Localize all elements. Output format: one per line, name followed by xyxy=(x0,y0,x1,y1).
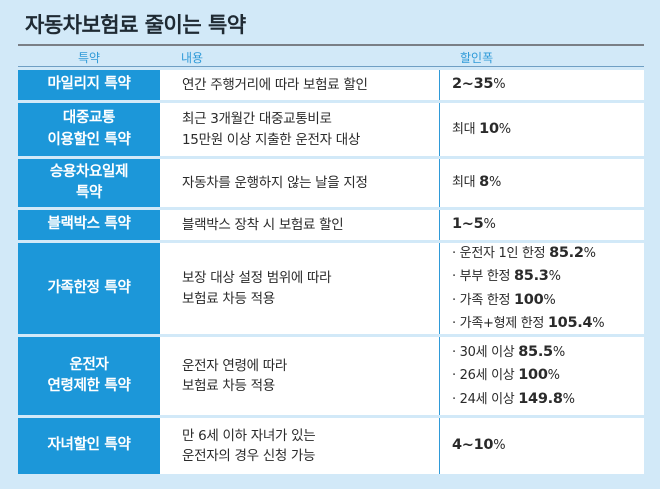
row-label: 마일리지 특약 xyxy=(18,70,160,100)
row-body: 자동차를 운행하지 않는 날을 지정 최대 8% xyxy=(160,159,644,207)
row-discount: 2~35% xyxy=(452,70,640,100)
header-content: 내용 xyxy=(181,51,204,65)
discount-item: · 24세 이상 149.8% xyxy=(452,388,640,411)
discount-unit: % xyxy=(552,344,565,360)
row-discount: · 30세 이상 85.5% · 26세 이상 100% · 24세 이상 149.… xyxy=(452,337,640,415)
discount-prefix: 최대 xyxy=(452,121,480,137)
header-special-clause: 특약 xyxy=(78,51,101,65)
discount-value: 85.3 xyxy=(513,268,549,285)
discount-unit: % xyxy=(548,269,561,285)
discount-value: 2~35 xyxy=(452,76,494,93)
discount-value: 100 xyxy=(513,291,544,308)
discount-prefix: · 가족 한정 xyxy=(452,292,514,308)
discount-value: 149.8 xyxy=(518,390,563,407)
discount-prefix: · 가족+형제 한정 xyxy=(452,315,548,331)
discount-item: · 부부 한정 85.3% xyxy=(452,265,640,288)
discount-unit: % xyxy=(547,368,560,384)
discount-item: · 30세 이상 85.5% xyxy=(452,341,640,364)
table-row: 블랙박스 특약 블랙박스 장착 시 보험료 할인 1~5% xyxy=(18,210,644,240)
discount-value: 105.4 xyxy=(547,314,593,331)
row-discount: 최대 8% xyxy=(452,159,640,207)
discount-value: 1~5 xyxy=(452,216,484,233)
row-content: 블랙박스 장착 시 보험료 할인 xyxy=(182,216,344,233)
table-row: 운전자 연령제한 특약 운전자 연령에 따라 보험료 차등 적용 · 30세 이상 … xyxy=(18,337,644,415)
discount-unit: % xyxy=(493,77,506,93)
column-divider xyxy=(439,159,440,207)
discount-prefix: 최대 xyxy=(452,175,480,191)
row-body: 운전자 연령에 따라 보험료 차등 적용 · 30세 이상 85.5% · 26세 … xyxy=(160,337,644,415)
row-body: 보장 대상 설정 범위에 따라 보험료 차등 적용 · 운전자 1인 한정 85.… xyxy=(160,243,644,334)
discount-value: 4~10 xyxy=(452,437,494,454)
row-content: 최근 3개월간 대중교통비로 15만원 이상 지출한 운전자 대상 xyxy=(182,111,360,148)
column-divider xyxy=(439,337,440,415)
row-discount: 1~5% xyxy=(452,210,640,240)
discount-unit: % xyxy=(592,315,605,331)
row-label: 승용차요일제 특약 xyxy=(18,159,160,207)
discount-unit: % xyxy=(488,175,502,191)
discount-value: 85.5 xyxy=(518,343,553,360)
column-divider xyxy=(439,210,440,240)
table-row: 마일리지 특약 연간 주행거리에 따라 보험료 할인 2~35% xyxy=(18,70,644,100)
discount-value: 10 xyxy=(479,120,499,137)
header-bottom-rule xyxy=(18,66,644,67)
row-content: 연간 주행거리에 따라 보험료 할인 xyxy=(182,76,368,93)
row-body: 만 6세 이하 자녀가 있는 운전자의 경우 신청 가능 4~10% xyxy=(160,418,644,474)
column-divider xyxy=(439,70,440,100)
discount-prefix: · 30세 이상 xyxy=(452,344,519,360)
discount-item: · 가족 한정 100% xyxy=(452,289,640,312)
row-discount: 4~10% xyxy=(452,418,640,474)
row-label: 운전자 연령제한 특약 xyxy=(18,337,160,415)
discount-prefix: · 운전자 1인 한정 xyxy=(452,245,550,261)
discount-prefix: · 24세 이상 xyxy=(452,391,519,407)
discount-prefix: · 부부 한정 xyxy=(452,269,514,285)
discount-value: 85.2 xyxy=(549,244,584,261)
table-row: 승용차요일제 특약 자동차를 운행하지 않는 날을 지정 최대 8% xyxy=(18,159,644,207)
row-label: 가족한정 특약 xyxy=(18,243,160,334)
row-discount: · 운전자 1인 한정 85.2% · 부부 한정 85.3% · 가족 한정 10… xyxy=(452,243,640,334)
row-content: 자동차를 운행하지 않는 날을 지정 xyxy=(182,174,368,191)
discount-unit: % xyxy=(493,438,506,454)
header-top-rule xyxy=(18,44,644,46)
discount-value: 8 xyxy=(479,174,489,191)
column-divider xyxy=(439,243,440,334)
row-body: 최근 3개월간 대중교통비로 15만원 이상 지출한 운전자 대상 최대 10% xyxy=(160,103,644,156)
discount-prefix: · 26세 이상 xyxy=(452,368,519,384)
table-row: 대중교통 이용할인 특약 최근 3개월간 대중교통비로 15만원 이상 지출한 운… xyxy=(18,103,644,156)
discount-unit: % xyxy=(498,121,511,137)
discount-item: 최대 10% xyxy=(452,118,640,141)
row-body: 연간 주행거리에 따라 보험료 할인 2~35% xyxy=(160,70,644,100)
row-label: 대중교통 이용할인 특약 xyxy=(18,103,160,156)
header-discount: 할인폭 xyxy=(460,51,494,65)
discount-item: 4~10% xyxy=(452,434,640,457)
row-content: 운전자 연령에 따라 보험료 차등 적용 xyxy=(182,357,287,394)
discount-unit: % xyxy=(583,245,596,261)
discount-item: · 가족+형제 한정 105.4% xyxy=(452,312,640,335)
discount-unit: % xyxy=(483,217,496,233)
row-body: 블랙박스 장착 시 보험료 할인 1~5% xyxy=(160,210,644,240)
discount-item: · 26세 이상 100% xyxy=(452,364,640,387)
discount-unit: % xyxy=(543,292,556,308)
page-title: 자동차보험료 줄이는 특약 xyxy=(25,13,246,37)
discount-value: 100 xyxy=(518,367,548,384)
discount-unit: % xyxy=(562,391,575,407)
discount-item: 2~35% xyxy=(452,73,640,96)
row-content: 만 6세 이하 자녀가 있는 운전자의 경우 신청 가능 xyxy=(182,427,316,464)
row-label: 블랙박스 특약 xyxy=(18,210,160,240)
column-divider xyxy=(439,418,440,474)
column-divider xyxy=(439,103,440,156)
row-label: 자녀할인 특약 xyxy=(18,418,160,474)
row-content: 보장 대상 설정 범위에 따라 보험료 차등 적용 xyxy=(182,270,332,307)
discount-item: 1~5% xyxy=(452,213,640,236)
table-row: 자녀할인 특약 만 6세 이하 자녀가 있는 운전자의 경우 신청 가능 4~10% xyxy=(18,418,644,474)
discount-item: · 운전자 1인 한정 85.2% xyxy=(452,242,640,265)
table-row: 가족한정 특약 보장 대상 설정 범위에 따라 보험료 차등 적용 · 운전자 1인… xyxy=(18,243,644,334)
row-discount: 최대 10% xyxy=(452,103,640,156)
discount-item: 최대 8% xyxy=(452,171,640,194)
